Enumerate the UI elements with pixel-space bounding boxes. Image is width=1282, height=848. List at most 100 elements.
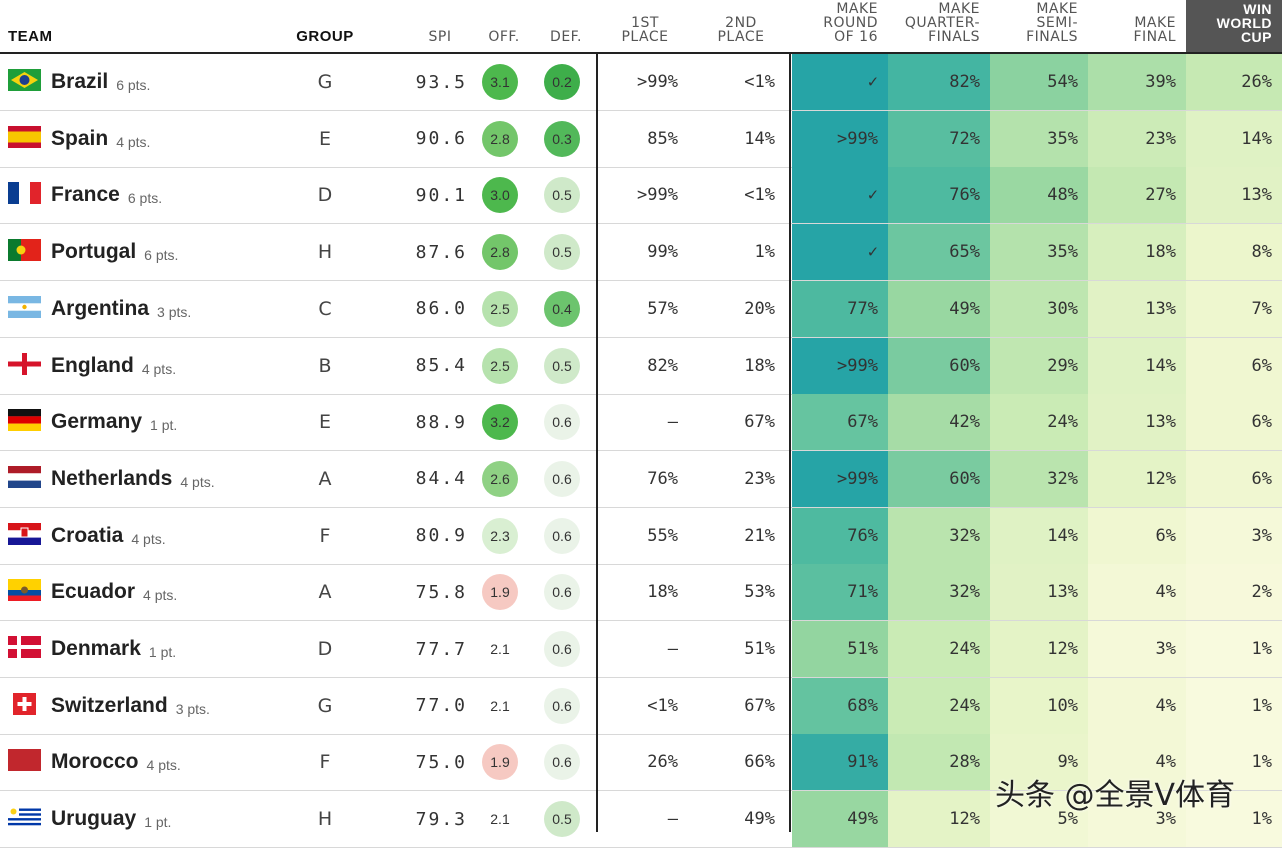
table-row[interactable]: England 4 pts. B 85.4 2.5 0.5 82% 18% >99% 60% 29%… xyxy=(0,337,1282,395)
team-name[interactable]: France xyxy=(51,183,120,207)
header-team[interactable]: TEAM xyxy=(8,28,53,45)
table-row[interactable]: Denmark 1 pt. D 77.7 2.1 0.6–51% 51% 24% 12% 3% 1% xyxy=(0,621,1282,678)
off-rating-badge: 2.1 xyxy=(490,811,510,828)
team-name[interactable]: Switzerland xyxy=(51,693,168,717)
round-of-16-cell: 76% xyxy=(792,507,888,564)
second-place-cell: 21% xyxy=(744,525,775,546)
table-row[interactable]: Croatia 4 pts. F 80.9 2.3 0.6 55% 21% 76% 32% 14% 6… xyxy=(0,507,1282,565)
spi-cell: 84.4 xyxy=(415,468,467,490)
round-of-16-cell: ✓ xyxy=(792,224,888,281)
team-points: 6 pts. xyxy=(116,77,151,93)
table-row[interactable]: Ecuador 4 pts. A 75.8 1.9 0.6 18% 53% 71% 32% 13% 4… xyxy=(0,564,1282,622)
team-name[interactable]: Denmark xyxy=(51,637,141,660)
flag-icon xyxy=(8,749,41,772)
flag-icon xyxy=(8,409,41,432)
def-cell: 0.5 xyxy=(542,224,582,280)
team-name[interactable]: Germany xyxy=(51,410,143,434)
def-rating-badge: 0.6 xyxy=(544,460,580,497)
group-cell: E xyxy=(318,411,331,434)
header-def[interactable]: DEF. xyxy=(550,29,582,45)
header-spi[interactable]: SPI xyxy=(428,29,452,45)
team-cell: Argentina 3 pts. xyxy=(51,281,191,337)
team-name[interactable]: Ecuador xyxy=(51,580,136,604)
flag-icon xyxy=(8,465,41,488)
table-row[interactable]: France 6 pts. D 90.1 3.0 0.5 >99% <1% ✓ 76% 48% 27%… xyxy=(0,167,1282,225)
spi-cell: 86.0 xyxy=(415,298,467,320)
team-name[interactable]: Portugal xyxy=(51,240,137,264)
table-row[interactable]: Spain 4 pts. E 90.6 2.8 0.3 85% 14% >99% 72% 35% 23… xyxy=(0,110,1282,168)
team-cell: Netherlands 4 pts. xyxy=(51,451,215,507)
team-name[interactable]: Brazil xyxy=(51,70,109,93)
team-name[interactable]: Netherlands xyxy=(51,466,173,490)
group-cell: D xyxy=(317,638,333,660)
round-of-16-cell: 67% xyxy=(792,394,888,451)
group-cell: B xyxy=(318,354,332,377)
spi-cell: 87.6 xyxy=(415,241,467,263)
team-name[interactable]: Uruguay xyxy=(51,807,137,831)
header-first-place[interactable]: 1ST PLACE xyxy=(621,15,669,45)
team-name[interactable]: Spain xyxy=(51,126,109,150)
table-row[interactable]: Netherlands 4 pts. A 84.4 2.6 0.6 76% 23% >99% 60… xyxy=(0,450,1282,508)
quarter-finals-cell: 65% xyxy=(888,224,990,281)
second-place-cell: 67% xyxy=(744,695,775,716)
off-cell: 2.1 xyxy=(480,678,520,734)
team-name[interactable]: Croatia xyxy=(51,523,124,547)
spi-cell: 75.8 xyxy=(415,581,467,603)
header-second-place[interactable]: 2ND PLACE xyxy=(717,15,765,45)
semi-finals-cell: 12% xyxy=(990,621,1088,677)
header-win-world-cup[interactable]: WIN WORLD CUP xyxy=(1186,0,1282,52)
def-cell: 0.2 xyxy=(542,54,582,110)
second-place-cell: 49% xyxy=(744,809,775,830)
table-row[interactable]: Morocco 4 pts. F 75.0 1.9 0.6 26% 66% 91% 28% 9% 4%… xyxy=(0,734,1282,792)
off-rating-badge: 2.5 xyxy=(482,290,518,327)
off-cell: 2.5 xyxy=(480,281,520,337)
win-world-cup-cell: 6% xyxy=(1186,394,1282,451)
second-place-cell: 14% xyxy=(744,128,775,149)
team-name[interactable]: Argentina xyxy=(51,296,150,320)
group-cell: C xyxy=(318,297,332,320)
off-cell: 2.8 xyxy=(480,224,520,280)
table-row[interactable]: Argentina 3 pts. C 86.0 2.5 0.4 57% 20% 77% 49% 30… xyxy=(0,280,1282,338)
spi-cell: 77.0 xyxy=(415,695,467,717)
final-cell: 39% xyxy=(1088,54,1186,110)
semi-finals-cell: 32% xyxy=(990,450,1088,507)
header-final[interactable]: MAKE FINAL xyxy=(1133,15,1176,45)
spi-cell: 88.9 xyxy=(415,411,467,433)
group-cell: A xyxy=(318,467,332,490)
header-round-of-16[interactable]: MAKE ROUND OF 16 xyxy=(823,1,878,45)
header-quarter-finals[interactable]: MAKE QUARTER- FINALS xyxy=(904,1,980,45)
flag-icon xyxy=(8,125,41,148)
flag-icon xyxy=(8,522,41,545)
round-of-16-cell: >99% xyxy=(792,337,888,394)
team-name[interactable]: Morocco xyxy=(51,750,139,774)
quarter-finals-cell: 12% xyxy=(888,791,990,848)
table-row[interactable]: Brazil 6 pts. G 93.5 3.1 0.2 >99% <1% ✓ 82% 54% 39%… xyxy=(0,54,1282,111)
table-row[interactable]: Germany 1 pt. E 88.9 3.2 0.6–67% 67% 42% 24% 13% 6… xyxy=(0,394,1282,452)
def-rating-badge: 0.6 xyxy=(544,517,580,554)
team-points: 3 pts. xyxy=(175,700,210,717)
quarter-finals-cell: 76% xyxy=(888,167,990,224)
def-rating-badge: 0.5 xyxy=(544,801,580,838)
header-group[interactable]: GROUP xyxy=(296,28,354,45)
def-rating-badge: 0.4 xyxy=(544,290,580,327)
round-of-16-cell: 51% xyxy=(792,621,888,677)
table-row[interactable]: Portugal 6 pts. H 87.6 2.8 0.5 99% 1% ✓ 65% 35% 18%… xyxy=(0,224,1282,282)
header-semi-finals[interactable]: MAKE SEMI- FINALS xyxy=(1026,1,1078,45)
def-cell: 0.5 xyxy=(542,338,582,394)
team-cell: Spain 4 pts. xyxy=(51,111,150,167)
round-of-16-cell: ✓ xyxy=(792,167,888,224)
def-rating-badge: 0.6 xyxy=(544,631,580,667)
team-name[interactable]: England xyxy=(51,353,134,377)
team-points: 3 pts. xyxy=(157,303,192,320)
final-cell: 23% xyxy=(1088,110,1186,167)
final-cell: 18% xyxy=(1088,224,1186,281)
semi-finals-cell: 10% xyxy=(990,677,1088,734)
off-rating-badge: 1.9 xyxy=(482,744,518,781)
team-points: 1 pt. xyxy=(150,417,178,434)
header-off[interactable]: OFF. xyxy=(488,29,520,45)
round-of-16-cell: 71% xyxy=(792,564,888,621)
team-points: 4 pts. xyxy=(141,360,177,377)
final-cell: 14% xyxy=(1088,337,1186,394)
semi-finals-cell: 24% xyxy=(990,394,1088,451)
table-row[interactable]: Switzerland 3 pts. G 77.0 2.1 0.6 <1% 67% 68% 24%… xyxy=(0,677,1282,735)
